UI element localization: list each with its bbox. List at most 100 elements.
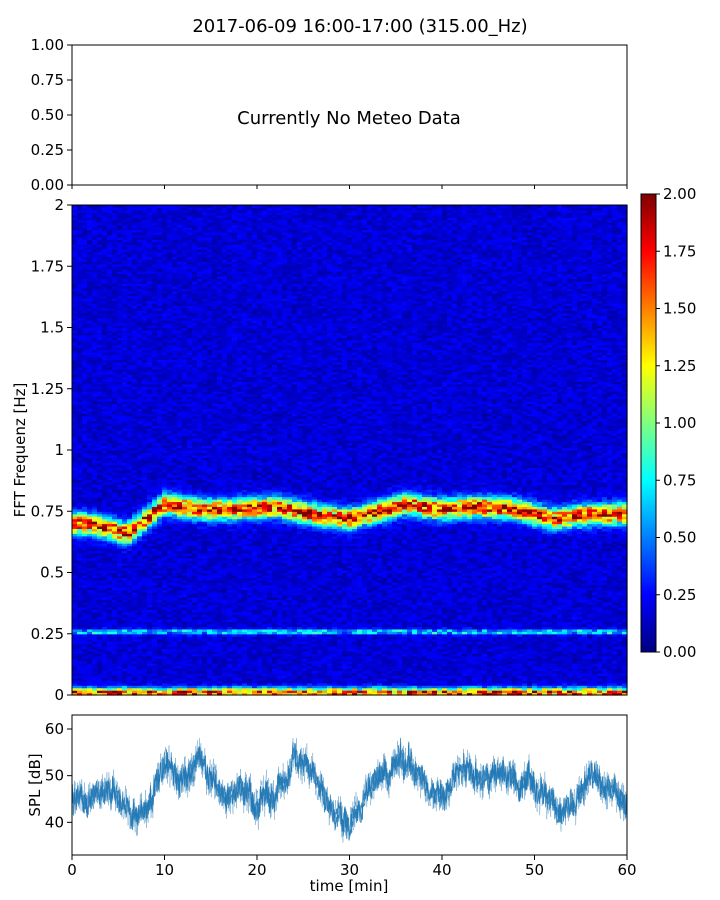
heatmap-cell <box>87 307 93 311</box>
heatmap-cell <box>172 530 178 534</box>
heatmap-cell <box>102 496 108 500</box>
heatmap-cell <box>107 266 113 270</box>
heatmap-cell <box>177 325 183 329</box>
heatmap-cell <box>157 467 163 471</box>
heatmap-cell <box>92 361 98 365</box>
heatmap-cell <box>77 523 83 527</box>
heatmap-cell <box>127 413 133 417</box>
heatmap-cell <box>112 631 118 635</box>
heatmap-cell <box>172 205 178 209</box>
heatmap-cell <box>167 329 173 333</box>
heatmap-cell <box>87 641 93 645</box>
heatmap-cell <box>142 680 148 684</box>
heatmap-cell <box>167 280 173 284</box>
heatmap-cell <box>82 329 88 333</box>
heatmap-cell <box>152 332 158 336</box>
heatmap-cell <box>72 481 78 485</box>
heatmap-cell <box>122 469 128 473</box>
heatmap-cell <box>82 491 88 495</box>
heatmap-cell <box>127 501 133 505</box>
heatmap-cell <box>77 273 83 277</box>
heatmap-cell <box>122 366 128 370</box>
heatmap-cell <box>77 570 83 574</box>
heatmap-cell <box>187 650 193 654</box>
heatmap-cell <box>122 675 128 679</box>
heatmap-cell <box>142 249 148 253</box>
heatmap-cell <box>182 234 188 238</box>
heatmap-cell <box>127 476 133 480</box>
heatmap-cell <box>177 413 183 417</box>
heatmap-cell <box>87 427 93 431</box>
heatmap-cell <box>122 418 128 422</box>
heatmap-cell <box>167 685 173 689</box>
heatmap-cell <box>117 611 123 615</box>
heatmap-cell <box>82 550 88 554</box>
heatmap-cell <box>72 388 78 392</box>
heatmap-cell <box>172 354 178 358</box>
heatmap-cell <box>117 442 123 446</box>
heatmap-cell <box>97 491 103 495</box>
heatmap-cell <box>107 570 113 574</box>
heatmap-cell <box>132 440 138 444</box>
heatmap-cell <box>72 440 78 444</box>
heatmap-cell <box>122 352 128 356</box>
heatmap-cell <box>107 472 113 476</box>
heatmap-cell <box>142 506 148 510</box>
heatmap-cell <box>177 511 183 515</box>
heatmap-cell <box>122 643 128 647</box>
heatmap-cell <box>157 518 163 522</box>
heatmap-cell <box>97 222 103 226</box>
heatmap-cell <box>72 690 78 694</box>
heatmap-cell <box>97 557 103 561</box>
heatmap-cell <box>132 359 138 363</box>
heatmap-cell <box>97 205 103 209</box>
heatmap-cell <box>167 646 173 650</box>
heatmap-cell <box>112 680 118 684</box>
heatmap-cell <box>122 278 128 282</box>
heatmap-cell <box>147 533 153 537</box>
heatmap-cell <box>177 587 183 591</box>
heatmap-cell <box>132 511 138 515</box>
heatmap-cell <box>117 658 123 662</box>
heatmap-cell <box>172 680 178 684</box>
heatmap-cell <box>72 376 78 380</box>
heatmap-cell <box>172 538 178 542</box>
heatmap-cell <box>72 660 78 664</box>
heatmap-cell <box>157 374 163 378</box>
heatmap-cell <box>137 361 143 365</box>
heatmap-cell <box>112 464 118 468</box>
heatmap-cell <box>122 582 128 586</box>
heatmap-cell <box>172 239 178 243</box>
heatmap-cell <box>152 540 158 544</box>
heatmap-cell <box>147 680 153 684</box>
heatmap-cell <box>122 611 128 615</box>
heatmap-cell <box>112 570 118 574</box>
heatmap-cell <box>122 224 128 228</box>
heatmap-cell <box>152 310 158 314</box>
heatmap-cell <box>167 584 173 588</box>
heatmap-cell <box>142 396 148 400</box>
heatmap-cell <box>102 567 108 571</box>
heatmap-cell <box>77 347 83 351</box>
heatmap-cell <box>137 535 143 539</box>
heatmap-cell <box>152 609 158 613</box>
heatmap-cell <box>127 513 133 517</box>
heatmap-cell <box>147 665 153 669</box>
heatmap-cell <box>167 481 173 485</box>
heatmap-cell <box>177 295 183 299</box>
heatmap-cell <box>72 276 78 280</box>
heatmap-cell <box>137 611 143 615</box>
heatmap-cell <box>147 454 153 458</box>
heatmap-cell <box>107 285 113 289</box>
heatmap-cell <box>167 479 173 483</box>
heatmap-cell <box>157 352 163 356</box>
heatmap-cell <box>167 680 173 684</box>
heatmap-cell <box>82 295 88 299</box>
heatmap-cell <box>162 501 168 505</box>
heatmap-cell <box>112 334 118 338</box>
heatmap-cell <box>147 623 153 627</box>
heatmap-cell <box>92 381 98 385</box>
heatmap-cell <box>127 359 133 363</box>
heatmap-cell <box>112 567 118 571</box>
heatmap-cell <box>162 469 168 473</box>
